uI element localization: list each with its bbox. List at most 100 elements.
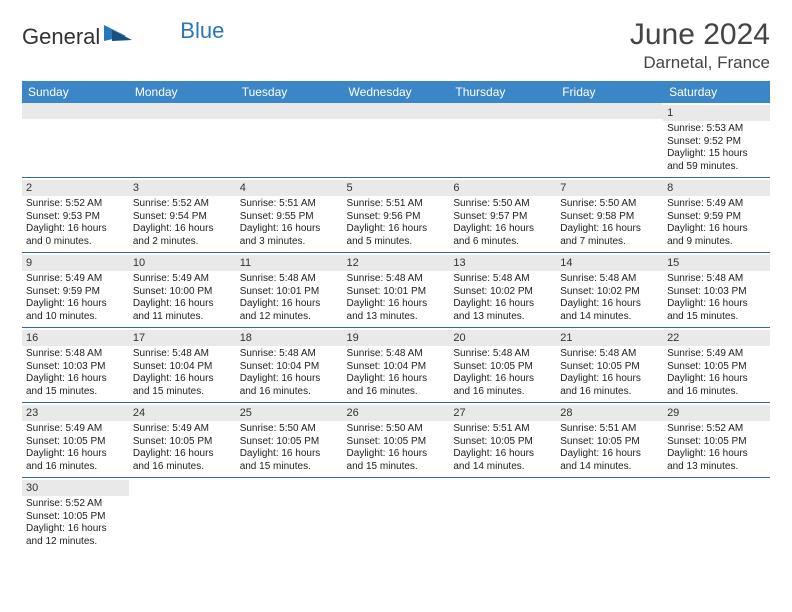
day1-line: Daylight: 16 hours: [667, 448, 766, 461]
sunrise-line: Sunrise: 5:48 AM: [26, 348, 125, 361]
day-number: 26: [343, 405, 450, 421]
sunset-line: Sunset: 10:01 PM: [240, 286, 339, 299]
sunset-line: Sunset: 10:05 PM: [453, 436, 552, 449]
day-number: 10: [129, 255, 236, 271]
sunset-line: Sunset: 9:56 PM: [347, 211, 446, 224]
day-content: 1Sunrise: 5:53 AMSunset: 9:52 PMDaylight…: [663, 103, 770, 177]
day-number: 17: [129, 330, 236, 346]
sunset-line: Sunset: 10:05 PM: [667, 361, 766, 374]
sunrise-line: Sunrise: 5:50 AM: [560, 198, 659, 211]
day-content: 13Sunrise: 5:48 AMSunset: 10:02 PMDaylig…: [449, 253, 556, 327]
day-number: 3: [129, 180, 236, 196]
day-number: 28: [556, 405, 663, 421]
brand-part2: Blue: [180, 18, 224, 44]
day1-line: Daylight: 16 hours: [560, 223, 659, 236]
sunset-line: Sunset: 10:05 PM: [667, 436, 766, 449]
day1-line: Daylight: 16 hours: [453, 223, 552, 236]
sunrise-line: Sunrise: 5:50 AM: [453, 198, 552, 211]
calendar-day-cell: 6Sunrise: 5:50 AMSunset: 9:57 PMDaylight…: [449, 178, 556, 253]
day-content: 17Sunrise: 5:48 AMSunset: 10:04 PMDaylig…: [129, 328, 236, 402]
calendar-week: 2Sunrise: 5:52 AMSunset: 9:53 PMDaylight…: [22, 178, 770, 253]
empty-daynum-bar: [22, 103, 129, 119]
day2-line: and 5 minutes.: [347, 236, 446, 249]
sunrise-line: Sunrise: 5:48 AM: [240, 273, 339, 286]
day2-line: and 16 minutes.: [26, 461, 125, 474]
day2-line: and 16 minutes.: [560, 386, 659, 399]
sunset-line: Sunset: 9:52 PM: [667, 136, 766, 149]
day1-line: Daylight: 16 hours: [133, 448, 232, 461]
calendar-day-cell: 22Sunrise: 5:49 AMSunset: 10:05 PMDaylig…: [663, 328, 770, 403]
calendar-week: 9Sunrise: 5:49 AMSunset: 9:59 PMDaylight…: [22, 253, 770, 328]
day-number: 15: [663, 255, 770, 271]
day1-line: Daylight: 16 hours: [453, 298, 552, 311]
calendar-empty-cell: [449, 103, 556, 178]
weekday-header: Monday: [129, 81, 236, 103]
day1-line: Daylight: 16 hours: [133, 223, 232, 236]
sunrise-line: Sunrise: 5:51 AM: [453, 423, 552, 436]
title-box: June 2024 Darnetal, France: [630, 18, 770, 73]
calendar-day-cell: 13Sunrise: 5:48 AMSunset: 10:02 PMDaylig…: [449, 253, 556, 328]
page: General Blue June 2024 Darnetal, France …: [0, 0, 792, 570]
day1-line: Daylight: 16 hours: [240, 298, 339, 311]
day-number: 30: [22, 480, 129, 496]
day-content: 28Sunrise: 5:51 AMSunset: 10:05 PMDaylig…: [556, 403, 663, 477]
day1-line: Daylight: 16 hours: [667, 223, 766, 236]
day-content: 5Sunrise: 5:51 AMSunset: 9:56 PMDaylight…: [343, 178, 450, 252]
day1-line: Daylight: 16 hours: [560, 373, 659, 386]
day2-line: and 15 minutes.: [26, 386, 125, 399]
sunset-line: Sunset: 10:05 PM: [26, 436, 125, 449]
sunset-line: Sunset: 9:58 PM: [560, 211, 659, 224]
sunset-line: Sunset: 10:05 PM: [133, 436, 232, 449]
calendar-week: 1Sunrise: 5:53 AMSunset: 9:52 PMDaylight…: [22, 103, 770, 178]
day-content: 23Sunrise: 5:49 AMSunset: 10:05 PMDaylig…: [22, 403, 129, 477]
sunrise-line: Sunrise: 5:48 AM: [560, 348, 659, 361]
day2-line: and 14 minutes.: [560, 311, 659, 324]
day1-line: Daylight: 16 hours: [26, 373, 125, 386]
calendar-empty-cell: [556, 103, 663, 178]
day-content: 9Sunrise: 5:49 AMSunset: 9:59 PMDaylight…: [22, 253, 129, 327]
day-content: 19Sunrise: 5:48 AMSunset: 10:04 PMDaylig…: [343, 328, 450, 402]
day-number: 27: [449, 405, 556, 421]
day-number: 6: [449, 180, 556, 196]
day-content: 6Sunrise: 5:50 AMSunset: 9:57 PMDaylight…: [449, 178, 556, 252]
weekday-header: Thursday: [449, 81, 556, 103]
sunset-line: Sunset: 10:05 PM: [26, 511, 125, 524]
day2-line: and 13 minutes.: [453, 311, 552, 324]
sunrise-line: Sunrise: 5:49 AM: [26, 423, 125, 436]
sunrise-line: Sunrise: 5:49 AM: [667, 348, 766, 361]
day1-line: Daylight: 16 hours: [453, 448, 552, 461]
sunrise-line: Sunrise: 5:48 AM: [560, 273, 659, 286]
sunrise-line: Sunrise: 5:48 AM: [240, 348, 339, 361]
calendar-day-cell: 25Sunrise: 5:50 AMSunset: 10:05 PMDaylig…: [236, 403, 343, 478]
day-content: 30Sunrise: 5:52 AMSunset: 10:05 PMDaylig…: [22, 478, 129, 552]
day1-line: Daylight: 15 hours: [667, 148, 766, 161]
day-number: 16: [22, 330, 129, 346]
day1-line: Daylight: 16 hours: [240, 448, 339, 461]
sunrise-line: Sunrise: 5:49 AM: [133, 423, 232, 436]
sunrise-line: Sunrise: 5:52 AM: [26, 198, 125, 211]
day-number: 8: [663, 180, 770, 196]
day1-line: Daylight: 16 hours: [560, 448, 659, 461]
sunset-line: Sunset: 10:03 PM: [26, 361, 125, 374]
day-number: 25: [236, 405, 343, 421]
day2-line: and 59 minutes.: [667, 161, 766, 174]
day-content: 18Sunrise: 5:48 AMSunset: 10:04 PMDaylig…: [236, 328, 343, 402]
sunset-line: Sunset: 10:05 PM: [347, 436, 446, 449]
calendar-empty-cell: [22, 103, 129, 178]
day2-line: and 16 minutes.: [133, 461, 232, 474]
weekday-header: Wednesday: [343, 81, 450, 103]
day2-line: and 12 minutes.: [26, 536, 125, 549]
brand-logo: General Blue: [22, 18, 224, 50]
day-number: 5: [343, 180, 450, 196]
day-number: 13: [449, 255, 556, 271]
day2-line: and 3 minutes.: [240, 236, 339, 249]
day1-line: Daylight: 16 hours: [347, 373, 446, 386]
day-number: 18: [236, 330, 343, 346]
sunset-line: Sunset: 10:04 PM: [240, 361, 339, 374]
day-number: 14: [556, 255, 663, 271]
day-number: 23: [22, 405, 129, 421]
calendar-empty-cell: [343, 103, 450, 178]
day-number: 4: [236, 180, 343, 196]
sunrise-line: Sunrise: 5:48 AM: [347, 348, 446, 361]
sunset-line: Sunset: 10:00 PM: [133, 286, 232, 299]
